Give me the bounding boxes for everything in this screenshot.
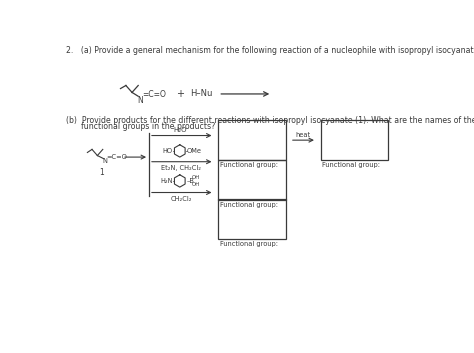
Text: heat: heat [296,132,311,138]
Bar [219,199,286,239]
Text: H–Nu: H–Nu [190,89,212,98]
Text: N: N [103,158,108,164]
Bar [219,120,286,160]
Text: Et₂N, CH₂Cl₂: Et₂N, CH₂Cl₂ [161,165,201,171]
Text: Functional group:: Functional group: [322,162,380,168]
Text: HO: HO [163,148,173,154]
Text: CH₂Cl₂: CH₂Cl₂ [171,196,192,202]
Text: H₂O: H₂O [173,127,187,133]
Text: =C=O: =C=O [107,154,128,160]
Bar [321,120,389,160]
Bar [219,160,286,200]
Text: =C=O: =C=O [142,90,166,99]
Text: +: + [176,89,184,99]
Text: OH: OH [192,181,201,186]
Text: OMe: OMe [187,148,202,154]
Text: (b)  Provide products for the different reactions with isopropyl isocyanate (1).: (b) Provide products for the different r… [66,115,474,125]
Text: H₂N: H₂N [160,178,173,184]
Text: 1: 1 [99,168,104,177]
Text: –B: –B [187,178,195,184]
Text: Functional group:: Functional group: [220,162,278,168]
Text: N: N [137,96,143,105]
Text: OH: OH [192,175,201,180]
Text: Functional group:: Functional group: [220,202,278,208]
Text: functional groups in the products?: functional groups in the products? [66,122,215,131]
Text: Functional group:: Functional group: [220,241,278,247]
Text: 2.   (a) Provide a general mechanism for the following reaction of a nucleophile: 2. (a) Provide a general mechanism for t… [66,46,474,55]
